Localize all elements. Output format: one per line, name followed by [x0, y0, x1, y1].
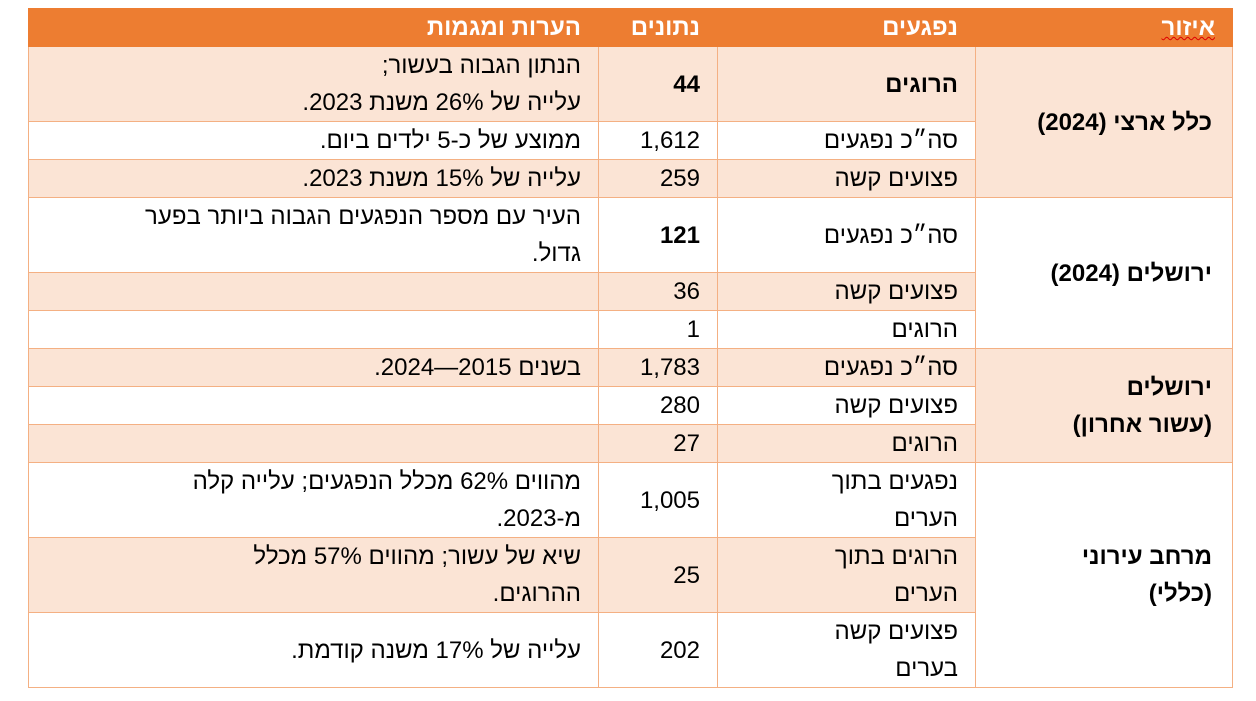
table-row: כלל ארצי (2024) הרוגים 44 הנתון הגבוה בעשור…	[28, 46, 1233, 198]
table-body: כלל ארצי (2024) הרוגים 44 הנתון הגבוה בעשור…	[28, 46, 1233, 688]
data-cell: 259	[598, 159, 718, 198]
data-table: איזור נפגעים נתונים הערות ומגמות כלל ארצי (…	[28, 8, 1233, 688]
text-line: הערים	[893, 505, 958, 532]
injured-cell: הרוגים	[717, 310, 976, 349]
table-row: פצועים קשה 280	[28, 386, 1233, 425]
data-cell: 44	[598, 46, 718, 122]
header-cell: נפגעים	[717, 8, 976, 47]
notes-cell: הנתון הגבוה בעשור; עלייה של 26% משנת 2023…	[28, 46, 599, 122]
notes-cell: עלייה של 17% משנה קודמת.	[28, 612, 599, 688]
table-row: ירושלים (2024) סה״כ נפגעים 121 העיר עם מספר…	[28, 197, 1233, 349]
notes-cell	[28, 272, 599, 311]
table-row: מרחב עירוני (כללי) נפגעים בתוך הערים 1,005 מה…	[28, 462, 1233, 688]
text-line: הערים	[893, 580, 958, 607]
injured-cell: סה״כ נפגעים	[717, 197, 976, 273]
text-line: בשנים 2015—2024.	[374, 354, 581, 381]
table-row: ירושלים (עשור אחרון) סה״כ נפגעים 1,783 בשנים…	[28, 348, 1233, 463]
notes-cell: מהווים 62% מכלל הנפגעים; עלייה קלה מ-2023…	[28, 462, 599, 538]
text-line: מ-2023.	[496, 505, 581, 532]
injured-cell: סה״כ נפגעים	[717, 348, 976, 387]
injured-cell: הרוגים	[717, 424, 976, 463]
table-row: הרוגים 1	[28, 310, 1233, 349]
table-row: סה״כ נפגעים 1,612 ממוצע של כ-5 ילדים ביום.	[28, 121, 1233, 160]
notes-cell	[28, 310, 599, 349]
table-row: הרוגים בתוך הערים 25 שיא של עשור; מהווים 57…	[28, 537, 1233, 613]
data-cell: 1,005	[598, 462, 718, 538]
text-line: נפגעים בתוך	[831, 468, 958, 495]
injured-cell: סה״כ נפגעים	[717, 121, 976, 160]
text-line: שיא של עשור; מהווים 57% מכלל	[253, 543, 581, 570]
data-cell: 25	[598, 537, 718, 613]
region-cell: ירושלים (עשור אחרון)	[975, 348, 1233, 463]
injured-cell: פצועים קשה	[717, 272, 976, 311]
region-cell: כלל ארצי (2024)	[975, 46, 1233, 198]
data-cell: 1	[598, 310, 718, 349]
notes-cell: ממוצע של כ-5 ילדים ביום.	[28, 121, 599, 160]
injured-cell: הרוגים בתוך הערים	[717, 537, 976, 613]
text-line: גדול.	[531, 240, 581, 267]
data-cell: 202	[598, 612, 718, 688]
text-line: ירושלים	[1126, 373, 1212, 401]
data-cell: 27	[598, 424, 718, 463]
header-cell: נתונים	[598, 8, 718, 47]
notes-cell: עלייה של 15% משנת 2023.	[28, 159, 599, 198]
text-line: (כללי)	[1148, 580, 1212, 607]
injured-cell: פצועים קשה	[717, 386, 976, 425]
injured-cell: פצועים קשה	[717, 159, 976, 198]
text-line: העיר עם מספר הנפגעים הגבוה ביותר בפער	[145, 203, 581, 230]
notes-cell: העיר עם מספר הנפגעים הגבוה ביותר בפער גדו…	[28, 197, 599, 273]
text-line: מהווים 62% מכלל הנפגעים; עלייה קלה	[192, 468, 581, 495]
data-cell: 36	[598, 272, 718, 311]
text-line: עלייה של 15% משנת 2023.	[302, 165, 581, 192]
header-row: איזור נפגעים נתונים הערות ומגמות	[28, 8, 1233, 47]
text-line: בערים	[895, 655, 958, 682]
data-cell: 280	[598, 386, 718, 425]
notes-cell	[28, 386, 599, 425]
data-cell: 121	[598, 197, 718, 273]
header-cell: איזור	[975, 8, 1233, 47]
notes-cell	[28, 424, 599, 463]
table-row: פצועים קשה בערים 202 עלייה של 17% משנה קודמ…	[28, 612, 1233, 688]
data-cell: 1,612	[598, 121, 718, 160]
text-line: עלייה של 26% משנת 2023.	[302, 89, 581, 116]
text-line: ממוצע של כ-5 ילדים ביום.	[319, 127, 581, 154]
injured-cell: נפגעים בתוך הערים	[717, 462, 976, 538]
region-cell: מרחב עירוני (כללי)	[975, 462, 1233, 688]
text-line: ההרוגים.	[492, 580, 581, 607]
header-cell: הערות ומגמות	[28, 8, 599, 47]
text-line: הנתון הגבוה בעשור;	[381, 52, 581, 79]
data-cell: 1,783	[598, 348, 718, 387]
notes-cell: שיא של עשור; מהווים 57% מכלל ההרוגים.	[28, 537, 599, 613]
text-line: הרוגים בתוך	[834, 543, 958, 570]
text-line: פצועים קשה	[834, 618, 958, 645]
text-line: (עשור אחרון)	[1072, 410, 1212, 438]
injured-cell: הרוגים	[717, 46, 976, 122]
notes-cell: בשנים 2015—2024.	[28, 348, 599, 387]
injured-cell: פצועים קשה בערים	[717, 612, 976, 688]
text-line: עלייה של 17% משנה קודמת.	[291, 636, 581, 664]
region-cell: ירושלים (2024)	[975, 197, 1233, 349]
text-line: מרחב עירוני	[1081, 543, 1212, 570]
